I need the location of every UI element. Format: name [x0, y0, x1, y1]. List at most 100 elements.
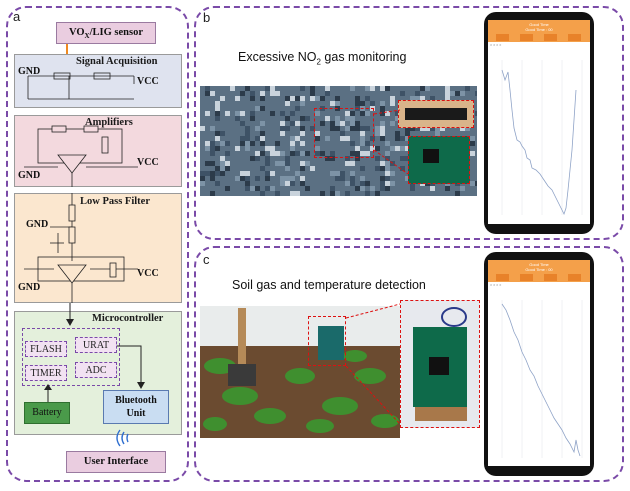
camo-pixel — [225, 166, 230, 171]
camo-pixel — [380, 181, 385, 186]
camo-pixel — [355, 101, 360, 106]
camo-pixel — [240, 176, 245, 181]
camo-pixel — [265, 181, 270, 186]
camo-pixel — [260, 91, 265, 96]
phone-c-appbar: Good Time Good Time : 00 — [488, 260, 590, 282]
camo-pixel — [275, 191, 280, 196]
sensor-label-post: /LIG sensor — [89, 27, 143, 38]
phone-c-tab-2[interactable] — [520, 274, 533, 281]
camo-pixel — [365, 151, 370, 156]
camo-pixel — [360, 136, 365, 141]
phone-b-title-2: Good Time : 00 — [525, 27, 553, 32]
camo-pixel — [265, 186, 270, 191]
zoom-lines-b — [373, 109, 409, 175]
camo-pixel — [245, 86, 250, 91]
camo-pixel — [350, 136, 355, 141]
camo-pixel — [300, 101, 305, 106]
panel-c-caption: Soil gas and temperature detection — [232, 278, 426, 292]
camo-pixel — [455, 91, 460, 96]
camo-pixel — [360, 141, 365, 146]
camo-pixel — [280, 126, 285, 131]
camo-pixel — [415, 186, 420, 191]
camo-pixel — [375, 126, 380, 131]
camo-pixel — [430, 126, 435, 131]
chip-flash: FLASH — [25, 341, 67, 357]
camo-pixel — [385, 111, 390, 116]
camo-pixel — [385, 161, 390, 166]
camo-pixel — [230, 186, 235, 191]
camo-pixel — [395, 121, 400, 126]
camo-pixel — [390, 141, 395, 146]
camo-pixel — [405, 146, 410, 151]
panel-c-label: c — [203, 252, 210, 267]
camo-pixel — [245, 186, 250, 191]
zoom-lines-c — [345, 303, 401, 425]
camo-pixel — [470, 141, 475, 146]
camo-pixel — [400, 156, 405, 161]
camo-pixel — [370, 186, 375, 191]
camo-pixel — [250, 91, 255, 96]
camo-pixel — [295, 186, 300, 191]
camo-pixel — [260, 166, 265, 171]
camo-pixel — [410, 96, 415, 101]
camo-pixel — [380, 166, 385, 171]
camo-pixel — [400, 136, 405, 141]
camo-pixel — [290, 151, 295, 156]
camo-pixel — [420, 86, 425, 91]
camo-pixel — [335, 191, 340, 196]
micro-to-bluetooth-line — [117, 345, 145, 389]
camo-pixel — [290, 96, 295, 101]
camo-pixel — [305, 116, 310, 121]
phone-b-tab-1[interactable] — [496, 34, 509, 41]
soil-scene — [200, 306, 400, 438]
camo-pixel — [340, 176, 345, 181]
camo-pixel — [335, 126, 340, 131]
camo-pixel — [290, 116, 295, 121]
camo-pixel — [410, 126, 415, 131]
camo-pixel — [205, 91, 210, 96]
camo-pixel — [410, 131, 415, 136]
camo-pixel — [215, 116, 220, 121]
phone-b-radio-row[interactable]: ○ ○ ○ ○ — [490, 43, 502, 47]
soil-photo — [200, 306, 400, 438]
phone-c-tab-3[interactable] — [544, 274, 557, 281]
camo-pixel — [335, 116, 340, 121]
camo-pixel — [385, 176, 390, 181]
phone-c-tab-4[interactable] — [568, 274, 581, 281]
camo-pixel — [375, 156, 380, 161]
camo-pixel — [355, 156, 360, 161]
camo-pixel — [265, 136, 270, 141]
camo-pixel — [390, 146, 395, 151]
camo-pixel — [295, 181, 300, 186]
camo-pixel — [265, 141, 270, 146]
camo-pixel — [385, 156, 390, 161]
phone-c-radio-row[interactable]: ○ ○ ○ ○ — [490, 283, 502, 287]
camo-pixel — [395, 111, 400, 116]
camo-pixel — [310, 91, 315, 96]
camo-pixel — [265, 156, 270, 161]
phone-b-tab-2[interactable] — [520, 34, 533, 41]
phone-b-tab-4[interactable] — [568, 34, 581, 41]
camo-pixel — [270, 146, 275, 151]
phone-b-tab-3[interactable] — [544, 34, 557, 41]
panel-a-label: a — [13, 9, 21, 24]
camo-pixel — [285, 96, 290, 101]
shirt-zoom-region — [314, 108, 374, 158]
camo-pixel — [350, 151, 355, 156]
camo-pixel — [350, 181, 355, 186]
camo-pixel — [355, 96, 360, 101]
camo-pixel — [355, 186, 360, 191]
camo-pixel — [415, 126, 420, 131]
camo-pixel — [300, 86, 305, 91]
signal-circuit — [27, 72, 135, 100]
chip-group — [22, 328, 120, 386]
sensor-label-pre: VO — [69, 27, 85, 38]
camo-pixel — [290, 91, 295, 96]
camo-pixel — [300, 96, 305, 101]
camo-pixel — [245, 176, 250, 181]
camo-pixel — [360, 151, 365, 156]
amplifier-circuit — [24, 125, 138, 187]
phone-c-tab-1[interactable] — [496, 274, 509, 281]
amplifiers-title: Amplifiers — [85, 117, 133, 128]
camo-pixel — [215, 166, 220, 171]
